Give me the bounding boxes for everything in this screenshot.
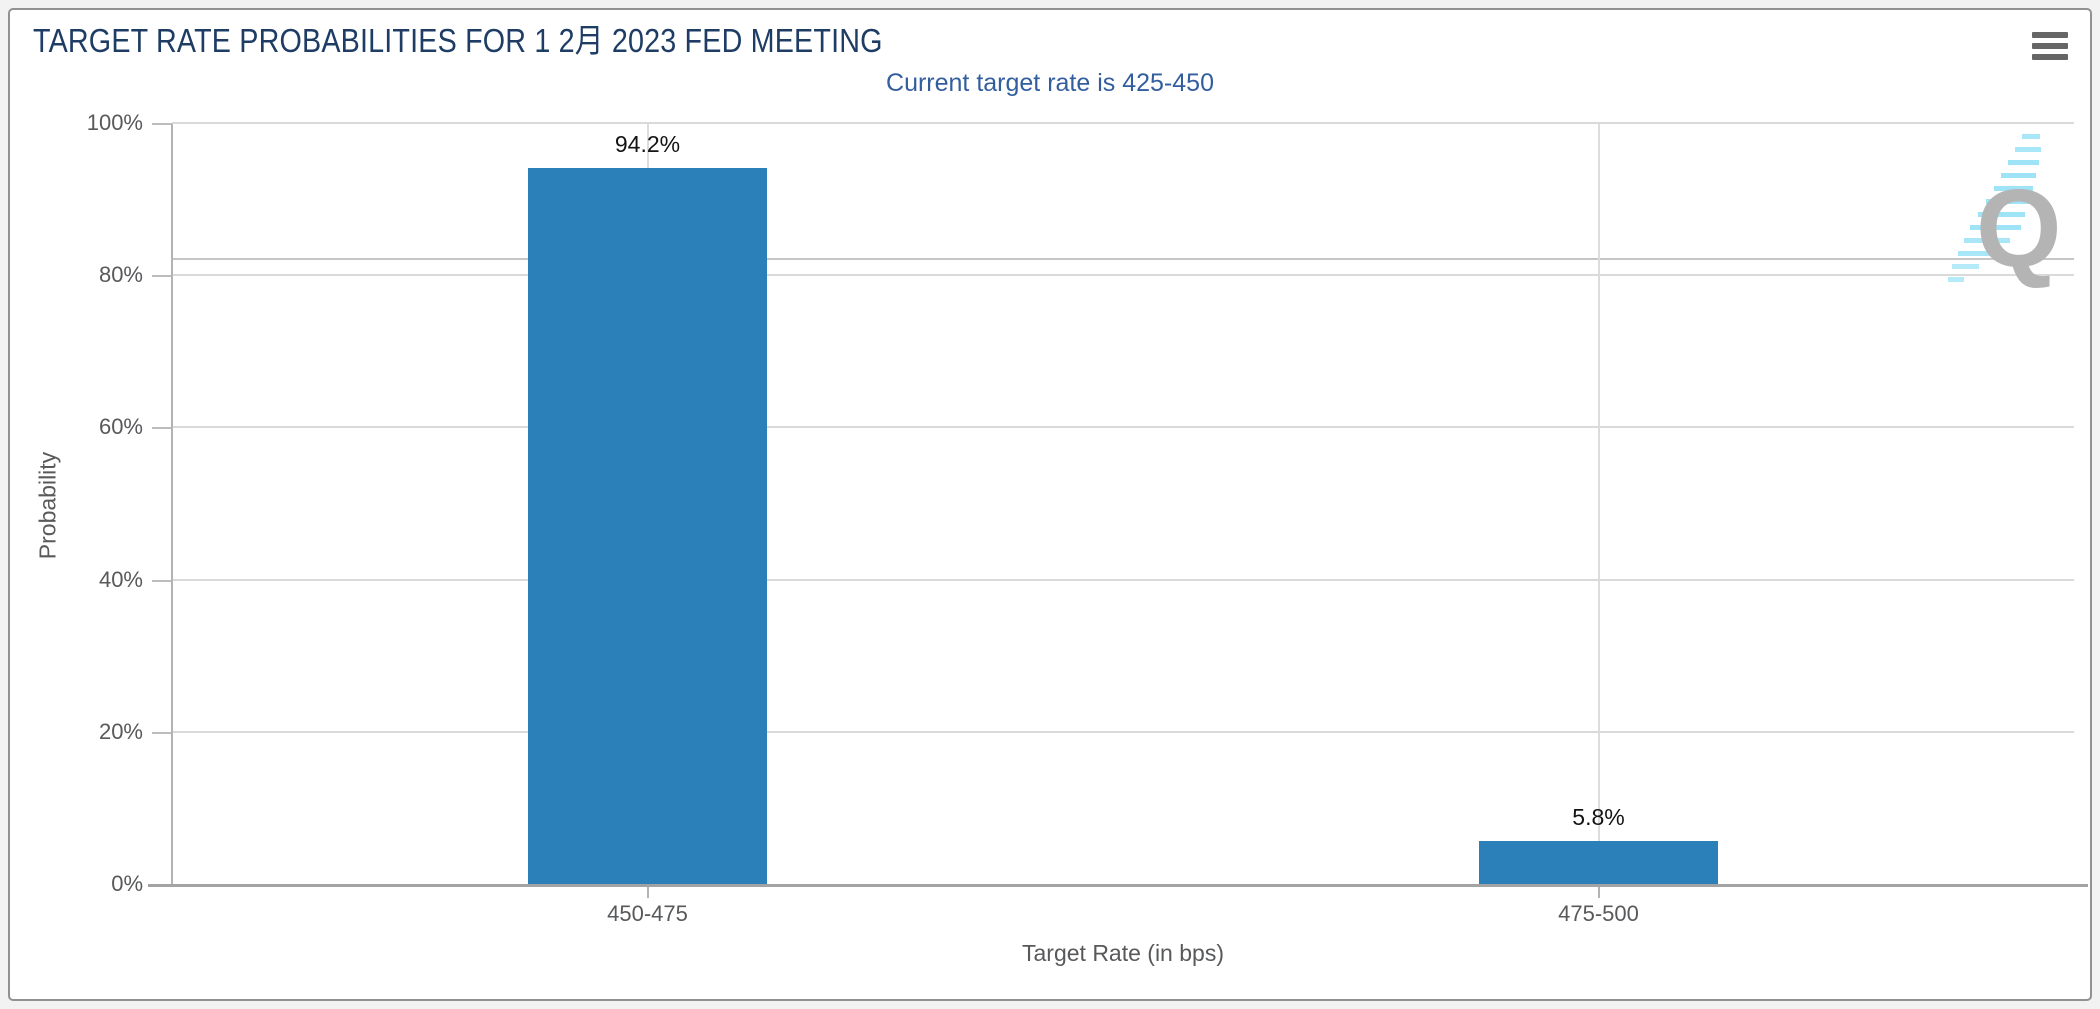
y-axis-tick-label: 80% bbox=[98, 262, 143, 288]
y-gridline bbox=[172, 578, 2074, 581]
x-axis-tick-label: 450-475 bbox=[607, 901, 688, 926]
y-axis-tick-label: 40% bbox=[98, 566, 143, 592]
y-gridline bbox=[172, 274, 2074, 277]
plot-area: 94.2% 5.8% bbox=[172, 122, 2074, 885]
y-axis-tick-label: 100% bbox=[86, 110, 143, 135]
quandl-watermark: Q bbox=[1948, 134, 2062, 290]
bar-value-label: 94.2% bbox=[614, 131, 681, 158]
chart-subtitle: Current target rate is 425-450 bbox=[886, 69, 1214, 97]
x-axis-tick bbox=[1597, 887, 1600, 898]
y-axis-tick-label: 20% bbox=[98, 718, 143, 744]
y-axis-tick-label: 60% bbox=[98, 414, 143, 440]
hamburger-bar bbox=[2032, 32, 2068, 38]
x-gridline bbox=[1597, 124, 1600, 885]
hamburger-bar bbox=[2032, 43, 2068, 49]
watermark-letter: Q bbox=[1976, 167, 2062, 290]
y-axis-line bbox=[171, 124, 173, 885]
x-axis-line bbox=[148, 884, 2088, 887]
y-axis-tick bbox=[152, 427, 172, 430]
y-gridline bbox=[172, 426, 2074, 429]
probability-bar[interactable] bbox=[528, 168, 767, 885]
y-gridline bbox=[172, 730, 2074, 733]
hamburger-bar bbox=[2032, 54, 2068, 60]
bar-value-label: 5.8% bbox=[1572, 803, 1625, 830]
watermark-stripes bbox=[1948, 134, 2041, 282]
hamburger-menu-icon[interactable] bbox=[2030, 30, 2070, 62]
y-axis-tick bbox=[152, 123, 172, 125]
x-axis-title: Target Rate (in bps) bbox=[1022, 940, 1224, 966]
y-axis-tick bbox=[152, 275, 172, 278]
y-axis-tick bbox=[152, 731, 172, 734]
y-gridline bbox=[172, 122, 2074, 124]
x-axis-tick-label: 475-500 bbox=[1558, 901, 1639, 926]
extra-gridline bbox=[172, 258, 2074, 261]
probability-bar[interactable] bbox=[1479, 840, 1718, 885]
y-axis-tick-label: 0% bbox=[111, 871, 143, 896]
y-axis-tick bbox=[152, 579, 172, 582]
chart-card bbox=[8, 8, 2092, 1001]
chart-title: TARGET RATE PROBABILITIES FOR 1 2月 2023 … bbox=[33, 22, 883, 59]
x-axis-tick bbox=[646, 887, 649, 898]
